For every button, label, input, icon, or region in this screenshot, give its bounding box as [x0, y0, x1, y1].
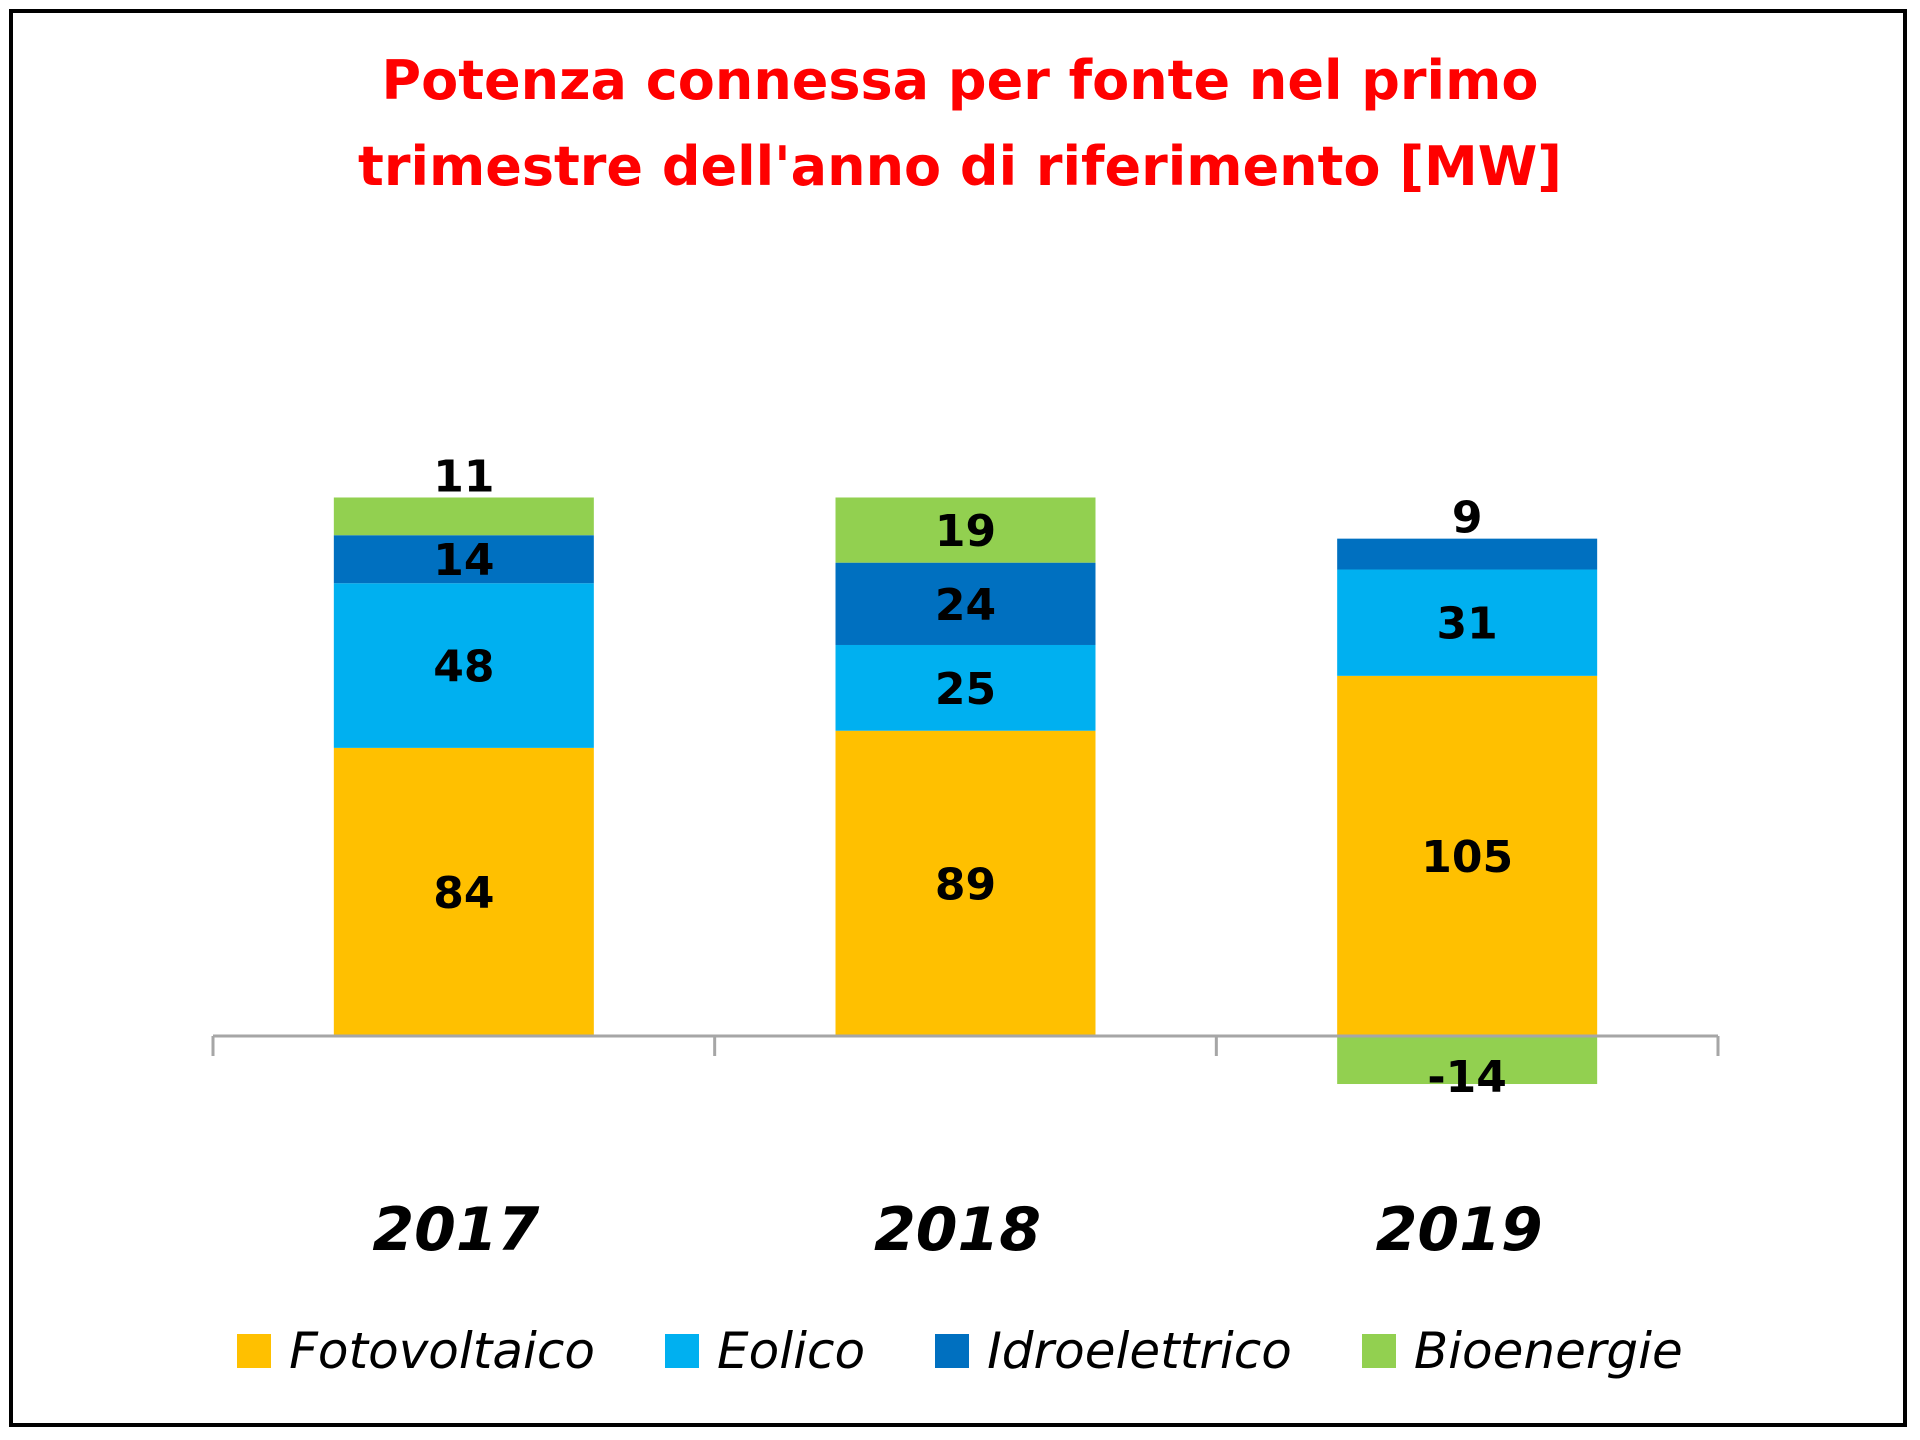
data-label-2017-eolico: 48: [433, 642, 494, 693]
data-label-2018-bioenergie: 19: [935, 506, 996, 557]
bar-2018-eolico: [835, 644, 1096, 731]
data-label-2017-fotovoltaico: 84: [433, 868, 494, 919]
category-label-2018: 2018: [874, 1195, 1041, 1265]
data-label-2017-idroelettrico: 14: [433, 535, 494, 586]
bar-2017-idroelettrico: [333, 535, 594, 584]
chart-title-line-2: trimestre dell'anno di riferimento [MW]: [358, 135, 1562, 198]
legend-label: Bioenergie: [1413, 1322, 1683, 1380]
legend-item-eolico: Eolico: [665, 1322, 865, 1380]
data-label-2018-fotovoltaico: 89: [935, 859, 996, 910]
legend-label: Fotovoltaico: [289, 1322, 596, 1380]
data-label-2018-eolico: 25: [935, 664, 996, 715]
category-label-2019: 2019: [1375, 1195, 1543, 1265]
bar-2017-eolico: [333, 583, 594, 748]
bar-2019-eolico: [1337, 569, 1598, 676]
bar-2019-bioenergie: [1337, 1036, 1598, 1085]
bar-2018-idroelettrico: [835, 562, 1096, 645]
data-label-2019-eolico: 31: [1437, 599, 1498, 650]
bar-2017-fotovoltaico: [333, 747, 594, 1036]
chart-title-line-1: Potenza connessa per fonte nel primo: [381, 49, 1539, 112]
legend-swatch: [237, 1334, 272, 1368]
legend-label: Idroelettrico: [987, 1322, 1292, 1380]
legend-swatch: [1361, 1334, 1396, 1368]
legend-swatch: [665, 1334, 700, 1368]
bar-2017-bioenergie: [333, 497, 594, 536]
data-label-2019-idroelettrico: 9: [1452, 493, 1483, 544]
bar-2019-idroelettrico: [1337, 538, 1598, 570]
data-label-2017-bioenergie: 11: [433, 451, 494, 502]
bar-2019-fotovoltaico: [1337, 675, 1598, 1036]
data-label-2018-idroelettrico: 24: [935, 580, 996, 631]
chart-title: Potenza connessa per fonte nel primo tri…: [0, 38, 1920, 210]
data-label-2019-fotovoltaico: 105: [1421, 832, 1513, 883]
category-label-2017: 2017: [372, 1195, 540, 1265]
bar-2018-fotovoltaico: [835, 730, 1096, 1036]
legend: Fotovoltaico Eolico Idroelettrico Bioenergi…: [0, 1322, 1920, 1380]
legend-swatch: [935, 1334, 970, 1368]
legend-item-idroelettrico: Idroelettrico: [935, 1322, 1292, 1380]
legend-item-fotovoltaico: Fotovoltaico: [237, 1322, 595, 1380]
legend-label: Eolico: [717, 1322, 866, 1380]
data-label-2019-bioenergie: -14: [1427, 1052, 1507, 1103]
legend-item-bioenergie: Bioenergie: [1361, 1322, 1683, 1380]
bar-2018-bioenergie: [835, 497, 1096, 563]
